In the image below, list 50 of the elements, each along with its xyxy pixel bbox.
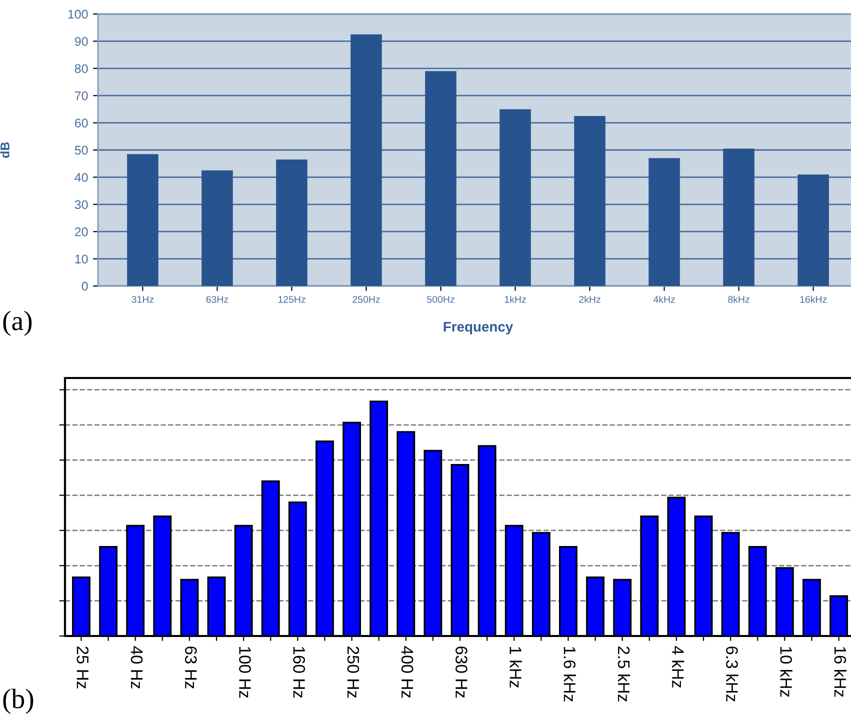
x-tick-label: 4 kHz	[672, 646, 684, 688]
y-tick-label: 80	[74, 64, 88, 74]
bar	[798, 174, 829, 286]
x-tick-label: 1kHz	[504, 296, 526, 303]
bar	[574, 116, 606, 286]
x-tick-label: 25 Hz	[76, 646, 89, 688]
x-tick-label: 250Hz	[352, 296, 380, 303]
x-tick-label: 31Hz	[132, 296, 154, 303]
y-tick-label: 60	[75, 118, 88, 128]
x-tick-label: 400 Hz	[401, 646, 414, 698]
y-tick-label: 90	[74, 37, 88, 46]
y-tick-label: 10	[75, 254, 88, 264]
bar	[202, 170, 233, 286]
x-tick-label: 63Hz	[206, 296, 228, 303]
x-axis-title: Frequency	[444, 322, 514, 334]
y-tick-label: 50	[74, 146, 88, 155]
bar	[350, 34, 382, 286]
bar	[425, 71, 456, 286]
x-tick-label: 16kHz	[800, 296, 827, 303]
x-tick-label: 16 kHz	[834, 646, 847, 697]
x-tick-label: 250 Hz	[347, 646, 360, 698]
x-tick-label: 160 Hz	[293, 646, 305, 698]
x-tick-label: 2.5 kHz	[618, 646, 630, 702]
bar	[127, 154, 158, 286]
text: (a)	[3, 310, 32, 336]
y-axis-title: dB	[0, 142, 10, 158]
x-tick-label: 500Hz	[427, 296, 454, 303]
x-tick-label: 8kHz	[728, 296, 750, 303]
y-tick-label: 20	[75, 227, 88, 236]
x-tick-label: 10 kHz	[780, 646, 792, 697]
text: (b)	[3, 688, 34, 714]
x-tick-label: 40 Hz	[130, 646, 143, 688]
bar	[648, 158, 680, 286]
x-tick-label: 2kHz	[579, 296, 600, 303]
bar	[500, 109, 531, 286]
x-tick-label: 1 kHz	[510, 646, 522, 688]
x-tick-label: 6.3 kHz	[726, 646, 738, 702]
bar	[723, 148, 754, 286]
y-tick-label: 30	[74, 200, 88, 210]
x-tick-label: 4kHz	[653, 296, 675, 303]
x-tick-label: 1.6 kHz	[564, 646, 576, 702]
x-tick-label: 630 Hz	[456, 646, 468, 698]
y-tick-label: 40	[74, 173, 88, 182]
x-tick-label: 100 Hz	[239, 646, 251, 698]
y-tick-label: 70	[75, 91, 88, 100]
x-tick-label: 63 Hz	[184, 646, 197, 688]
x-tick-label: 125Hz	[278, 296, 306, 303]
y-tick-label: 100	[68, 10, 88, 19]
y-tick-label: 0	[82, 282, 88, 291]
bar	[276, 160, 308, 286]
